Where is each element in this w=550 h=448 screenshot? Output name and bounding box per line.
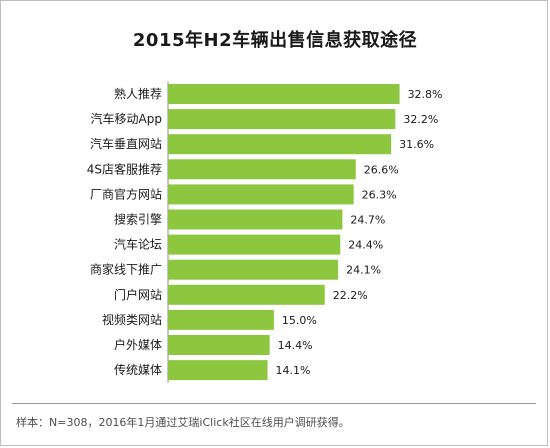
bar <box>168 284 325 305</box>
bar <box>168 84 400 104</box>
data-label: 32.2% <box>403 113 438 126</box>
category-label: 厂商官方网站 <box>90 186 162 201</box>
footnote: 样本：N=308，2016年1月通过艾瑞iClick社区在线用户调研获得。 <box>16 416 350 429</box>
data-label: 26.3% <box>362 188 397 201</box>
footnote-divider <box>12 403 536 404</box>
bar <box>168 209 343 230</box>
data-label: 24.7% <box>350 214 385 227</box>
data-label: 24.4% <box>348 239 383 252</box>
category-label: 搜索引擎 <box>114 212 162 227</box>
data-label: 15.0% <box>282 314 317 327</box>
category-label: 4S店客服推荐 <box>87 161 162 176</box>
category-label: 汽车移动App <box>91 111 162 126</box>
category-label: 视频类网站 <box>102 312 162 327</box>
category-label: 传统媒体 <box>114 362 162 377</box>
category-label: 门户网站 <box>114 287 162 302</box>
bar <box>168 134 392 155</box>
category-label: 熟人推荐 <box>114 86 162 101</box>
data-label: 31.6% <box>399 138 434 151</box>
data-label: 22.2% <box>333 289 368 302</box>
data-label: 32.8% <box>408 88 443 101</box>
category-label: 商家线下推广 <box>90 262 162 277</box>
bar <box>168 234 341 255</box>
bar <box>168 159 356 180</box>
data-label: 26.6% <box>364 163 399 176</box>
bar <box>168 109 396 130</box>
bar <box>168 259 339 280</box>
category-label: 户外媒体 <box>114 337 162 352</box>
bar <box>168 184 354 205</box>
bar <box>168 360 268 381</box>
category-label: 汽车垂直网站 <box>90 136 162 151</box>
bar <box>168 309 274 330</box>
category-label: 汽车论坛 <box>114 237 162 252</box>
data-label: 14.1% <box>276 364 311 377</box>
bar <box>168 335 270 355</box>
data-label: 14.4% <box>278 339 313 352</box>
data-label: 24.1% <box>346 264 381 277</box>
chart-title: 2015年H2车辆出售信息获取途径 <box>132 30 418 51</box>
